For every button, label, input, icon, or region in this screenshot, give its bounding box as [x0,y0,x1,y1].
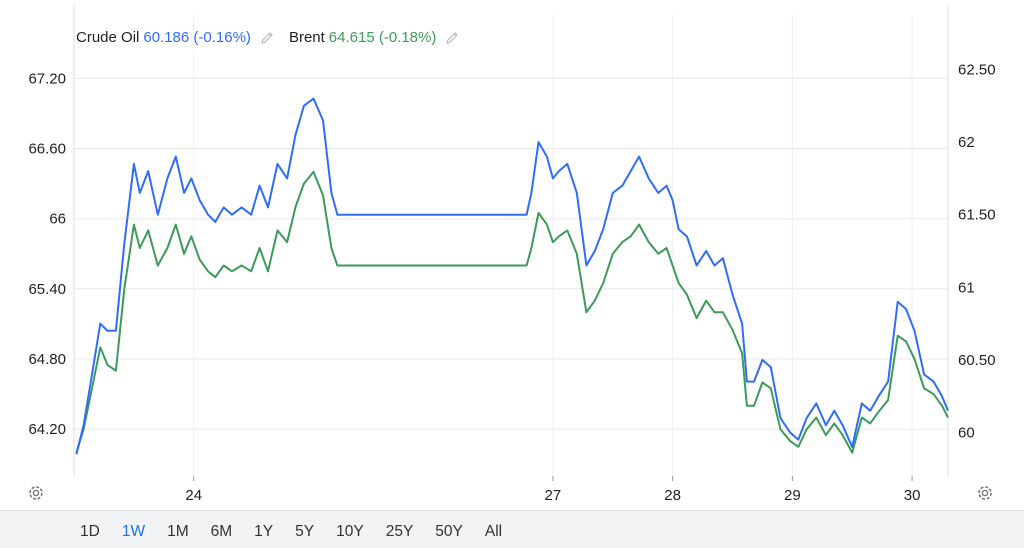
legend-brent-name: Brent [288,29,325,46]
range-all[interactable]: All [484,523,503,540]
pencil-icon[interactable] [259,30,275,46]
range-1m[interactable]: 1M [167,523,189,540]
x-tick-label: 27 [545,487,562,504]
series-line-brent [75,170,949,454]
y-left-tick-label: 66 [49,211,66,228]
y-right-tick-label: 62 [958,134,975,151]
range-selector-bar [0,510,1024,548]
legend-brent-value: 64.615 (-0.18%) [328,29,437,46]
y-right-tick-label: 61 [958,279,975,296]
legend-crude-name: Crude Oil [76,29,140,46]
chart-grid [74,15,948,476]
x-tick-label: 28 [664,487,681,504]
range-6m[interactable]: 6M [210,523,233,540]
range-10y[interactable]: 10Y [336,523,364,540]
chart-axes: 64.20 64.80 65.40 66 66.60 67.20 60 60.50 61 61.5… [28,5,996,504]
x-tick-label: 24 [185,487,202,504]
pencil-icon[interactable] [444,30,460,46]
y-left-tick-label: 66.60 [28,141,66,158]
chart-series [75,97,949,455]
y-right-tick-label: 62.50 [958,62,996,79]
y-right-tick-label: 61.50 [958,207,996,224]
series-line-crude-oil [75,97,949,455]
range-25y[interactable]: 25Y [385,523,414,540]
price-chart: 64.20 64.80 65.40 66 66.60 67.20 60 60.50 61 61.5… [28,5,996,504]
y-left-tick-label: 64.80 [28,351,66,368]
y-right-tick-label: 60.50 [958,352,996,369]
range-1w[interactable]: 1W [121,523,146,540]
range-selector: 1D 1W 1M 6M 1Y 5Y 10Y 25Y 50Y All [80,523,524,541]
range-50y[interactable]: 50Y [435,523,463,540]
y-left-tick-label: 64.20 [28,421,66,438]
y-left-tick-label: 67.20 [28,70,66,87]
x-tick-label: 29 [784,487,801,504]
range-1d[interactable]: 1D [80,523,100,540]
y-left-tick-label: 65.40 [28,281,66,298]
gear-icon[interactable] [26,483,46,503]
range-5y[interactable]: 5Y [295,523,315,540]
x-tick-label: 30 [904,487,921,504]
legend-crude-value: 60.186 (-0.16%) [143,29,251,46]
gear-icon[interactable] [975,483,995,503]
range-1y[interactable]: 1Y [254,523,274,540]
chart-legend: Crude Oil 60.186 (-0.16%) Brent 64.615 (… [76,29,474,46]
y-right-tick-label: 60 [958,424,975,441]
